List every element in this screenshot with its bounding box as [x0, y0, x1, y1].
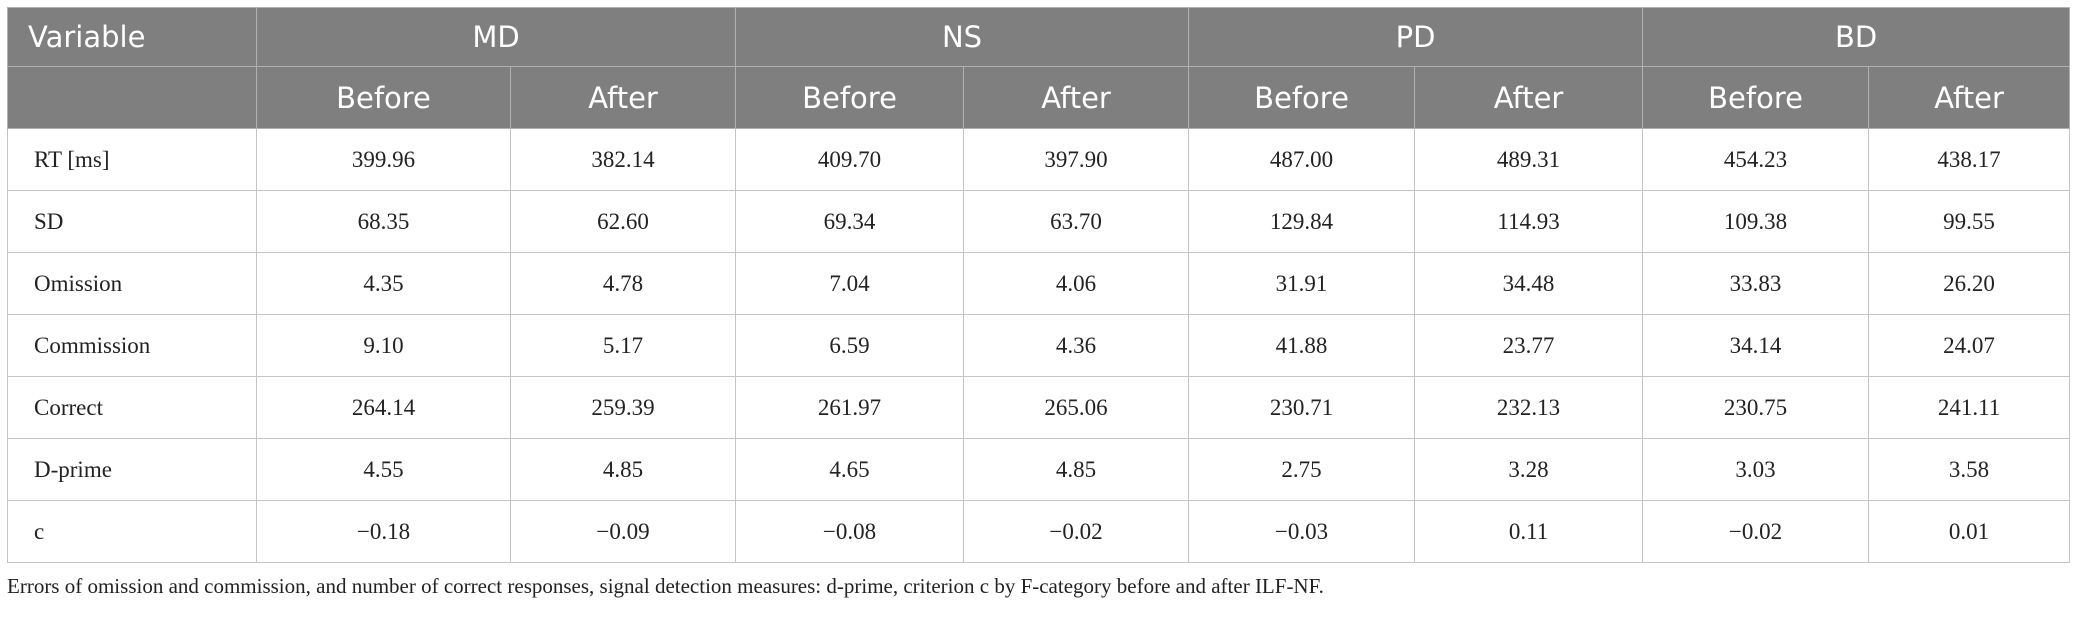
table-cell: 7.04	[735, 252, 965, 315]
table-cell: 3.58	[1868, 438, 2071, 501]
table-cell: −0.02	[1642, 500, 1870, 563]
table-cell: 232.13	[1414, 376, 1644, 439]
table-cell: 265.06	[963, 376, 1190, 439]
table-cell: 5.17	[509, 314, 737, 377]
table-cell: 0.01	[1868, 500, 2071, 563]
table-cell: 23.77	[1414, 314, 1644, 377]
table-cell: 129.84	[1188, 190, 1416, 253]
table-cell: 4.85	[963, 438, 1190, 501]
table-cell: 34.48	[1414, 252, 1644, 315]
subheader-cell: Before	[256, 66, 511, 129]
table-row: Commission 9.10 5.17 6.59 4.36 41.88 23.77 34.1…	[7, 314, 2071, 377]
table-cell: 399.96	[256, 128, 511, 191]
row-label: Omission	[7, 252, 257, 315]
table-cell: 6.59	[735, 314, 965, 377]
subheader-cell: After	[963, 66, 1190, 129]
table-cell: 26.20	[1868, 252, 2071, 315]
header-cell	[7, 66, 257, 129]
table-row: SD 68.35 62.60 69.34 63.70 129.84 114.93 109.38…	[7, 190, 2071, 253]
table-cell: 62.60	[509, 190, 737, 253]
table-cell: 24.07	[1868, 314, 2071, 377]
table-cell: −0.09	[509, 500, 737, 563]
table-cell: 63.70	[963, 190, 1190, 253]
table-cell: 3.28	[1414, 438, 1644, 501]
table-cell: 454.23	[1642, 128, 1870, 191]
table-cell: −0.03	[1188, 500, 1416, 563]
table-cell: 99.55	[1868, 190, 2071, 253]
table-cell: 0.11	[1414, 500, 1644, 563]
table-cell: 4.36	[963, 314, 1190, 377]
data-table: Variable MD NS PD BD Before After Before After B…	[7, 7, 2071, 563]
table-body: RT [ms] 399.96 382.14 409.70 397.90 487.00 489…	[7, 128, 2071, 563]
row-label: c	[7, 500, 257, 563]
table-cell: −0.02	[963, 500, 1190, 563]
row-label: D-prime	[7, 438, 257, 501]
row-label: RT [ms]	[7, 128, 257, 191]
header-row: Variable MD NS PD BD	[7, 7, 2071, 67]
table-cell: 409.70	[735, 128, 965, 191]
row-label: Correct	[7, 376, 257, 439]
subheader-cell: Before	[1188, 66, 1416, 129]
header-cell: BD	[1642, 7, 2071, 67]
table-cell: 4.55	[256, 438, 511, 501]
table-cell: 109.38	[1642, 190, 1870, 253]
table-row: c −0.18 −0.09 −0.08 −0.02 −0.03 0.11 −0.02 0.01	[7, 500, 2071, 563]
table-cell: 34.14	[1642, 314, 1870, 377]
table-cell: 230.75	[1642, 376, 1870, 439]
table-cell: 4.85	[509, 438, 737, 501]
subheader-cell: After	[1414, 66, 1644, 129]
table-cell: 3.03	[1642, 438, 1870, 501]
header-cell: Variable	[7, 7, 257, 67]
table-cell: 41.88	[1188, 314, 1416, 377]
header-cell: MD	[255, 7, 737, 67]
subheader-cell: After	[509, 66, 737, 129]
table-cell: 397.90	[963, 128, 1190, 191]
table-cell: 382.14	[509, 128, 737, 191]
table-cell: 487.00	[1188, 128, 1416, 191]
table-cell: 259.39	[509, 376, 737, 439]
table-cell: 68.35	[256, 190, 511, 253]
subheader-cell: After	[1868, 66, 2071, 129]
subheader-row: Before After Before After Before After Before A…	[7, 66, 2071, 129]
subheader-cell: Before	[1642, 66, 1870, 129]
table-cell: 31.91	[1188, 252, 1416, 315]
table-row: D-prime 4.55 4.85 4.65 4.85 2.75 3.28 3.03 3.58	[7, 438, 2071, 501]
table-cell: −0.08	[735, 500, 965, 563]
table-cell: −0.18	[256, 500, 511, 563]
table-cell: 2.75	[1188, 438, 1416, 501]
row-label: SD	[7, 190, 257, 253]
table-cell: 438.17	[1868, 128, 2071, 191]
table-cell: 241.11	[1868, 376, 2071, 439]
table-cell: 264.14	[256, 376, 511, 439]
table-cell: 4.06	[963, 252, 1190, 315]
row-label: Commission	[7, 314, 257, 377]
subheader-cell: Before	[735, 66, 965, 129]
table-cell: 489.31	[1414, 128, 1644, 191]
table-cell: 4.65	[735, 438, 965, 501]
table-cell: 230.71	[1188, 376, 1416, 439]
table-row: Omission 4.35 4.78 7.04 4.06 31.91 34.48 33.83 2…	[7, 252, 2071, 315]
table-cell: 4.78	[509, 252, 737, 315]
table-row: Correct 264.14 259.39 261.97 265.06 230.71 232…	[7, 376, 2071, 439]
footnote: Errors of omission and commission, and n…	[7, 574, 1324, 598]
header-cell: NS	[735, 7, 1190, 67]
table-cell: 9.10	[256, 314, 511, 377]
table-cell: 114.93	[1414, 190, 1644, 253]
table-cell: 69.34	[735, 190, 965, 253]
table-cell: 4.35	[256, 252, 511, 315]
table-cell: 261.97	[735, 376, 965, 439]
table-cell: 33.83	[1642, 252, 1870, 315]
header-cell: PD	[1188, 7, 1644, 67]
table-row: RT [ms] 399.96 382.14 409.70 397.90 487.00 489…	[7, 128, 2071, 191]
